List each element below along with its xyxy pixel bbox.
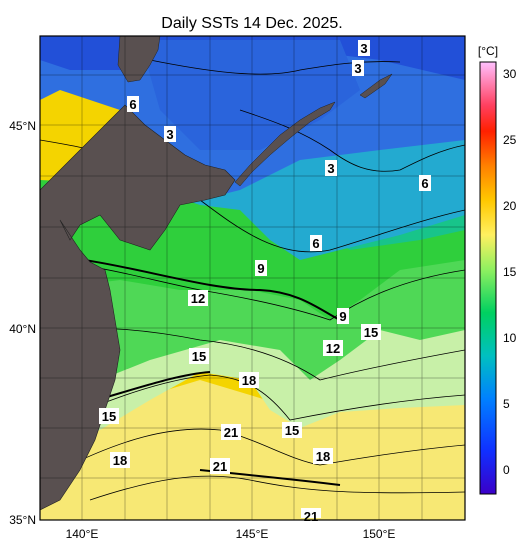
graticule	[40, 36, 465, 520]
contour-label: 9	[339, 309, 346, 324]
colorbar-tick: 30	[503, 67, 517, 81]
contour-label: 15	[364, 325, 378, 340]
contour-label: 18	[242, 373, 256, 388]
contour-label: 12	[326, 341, 340, 356]
lon-tick-label: 150°E	[363, 527, 396, 541]
contour-label: 9	[257, 261, 264, 276]
contour-label: 21	[304, 509, 318, 524]
colorbar-unit: [°C]	[478, 44, 498, 58]
land-sakhalin	[117, 36, 161, 83]
contour-label: 18	[316, 449, 330, 464]
contour-label: 21	[213, 459, 227, 474]
colorbar: [°C] 30 25 20 15 10 5 0	[478, 44, 517, 495]
colorbar-tick: 10	[503, 331, 517, 345]
lat-tick-label: 35°N	[9, 513, 36, 527]
sst-field	[40, 36, 465, 520]
map-title: Daily SSTs 14 Dec. 2025.	[161, 15, 342, 32]
contour-label: 6	[421, 176, 428, 191]
contour-label: 3	[360, 41, 367, 56]
colorbar-gradient	[479, 61, 497, 495]
land-japan	[40, 104, 236, 511]
colorbar-tick: 15	[503, 265, 517, 279]
contour-label: 15	[102, 409, 116, 424]
lon-tick-label: 140°E	[66, 527, 99, 541]
contour-label-group: 3 3 3 3 6 6 6 9 9 12 12 15 15 15 15 18 1…	[99, 40, 431, 524]
lat-tick-label: 40°N	[9, 322, 36, 336]
contour-label: 3	[166, 127, 173, 142]
land-kurils	[234, 101, 336, 187]
contour-label: 3	[354, 61, 361, 76]
contour-label: 6	[129, 97, 136, 112]
contour-label: 15	[192, 349, 206, 364]
contour-label: 6	[312, 236, 319, 251]
colorbar-tick: 5	[503, 397, 510, 411]
lon-tick-label: 145°E	[236, 527, 269, 541]
contour-label: 21	[224, 425, 238, 440]
contour-label: 3	[327, 161, 334, 176]
contour-label: 18	[113, 453, 127, 468]
colorbar-tick: 20	[503, 199, 517, 213]
lat-tick-label: 45°N	[9, 119, 36, 133]
land-kurils-north	[359, 73, 393, 99]
contour-label: 12	[191, 291, 205, 306]
colorbar-tick: 25	[503, 133, 517, 147]
contour-label: 15	[285, 423, 299, 438]
colorbar-tick: 0	[503, 463, 510, 477]
map-frame	[39, 35, 466, 521]
